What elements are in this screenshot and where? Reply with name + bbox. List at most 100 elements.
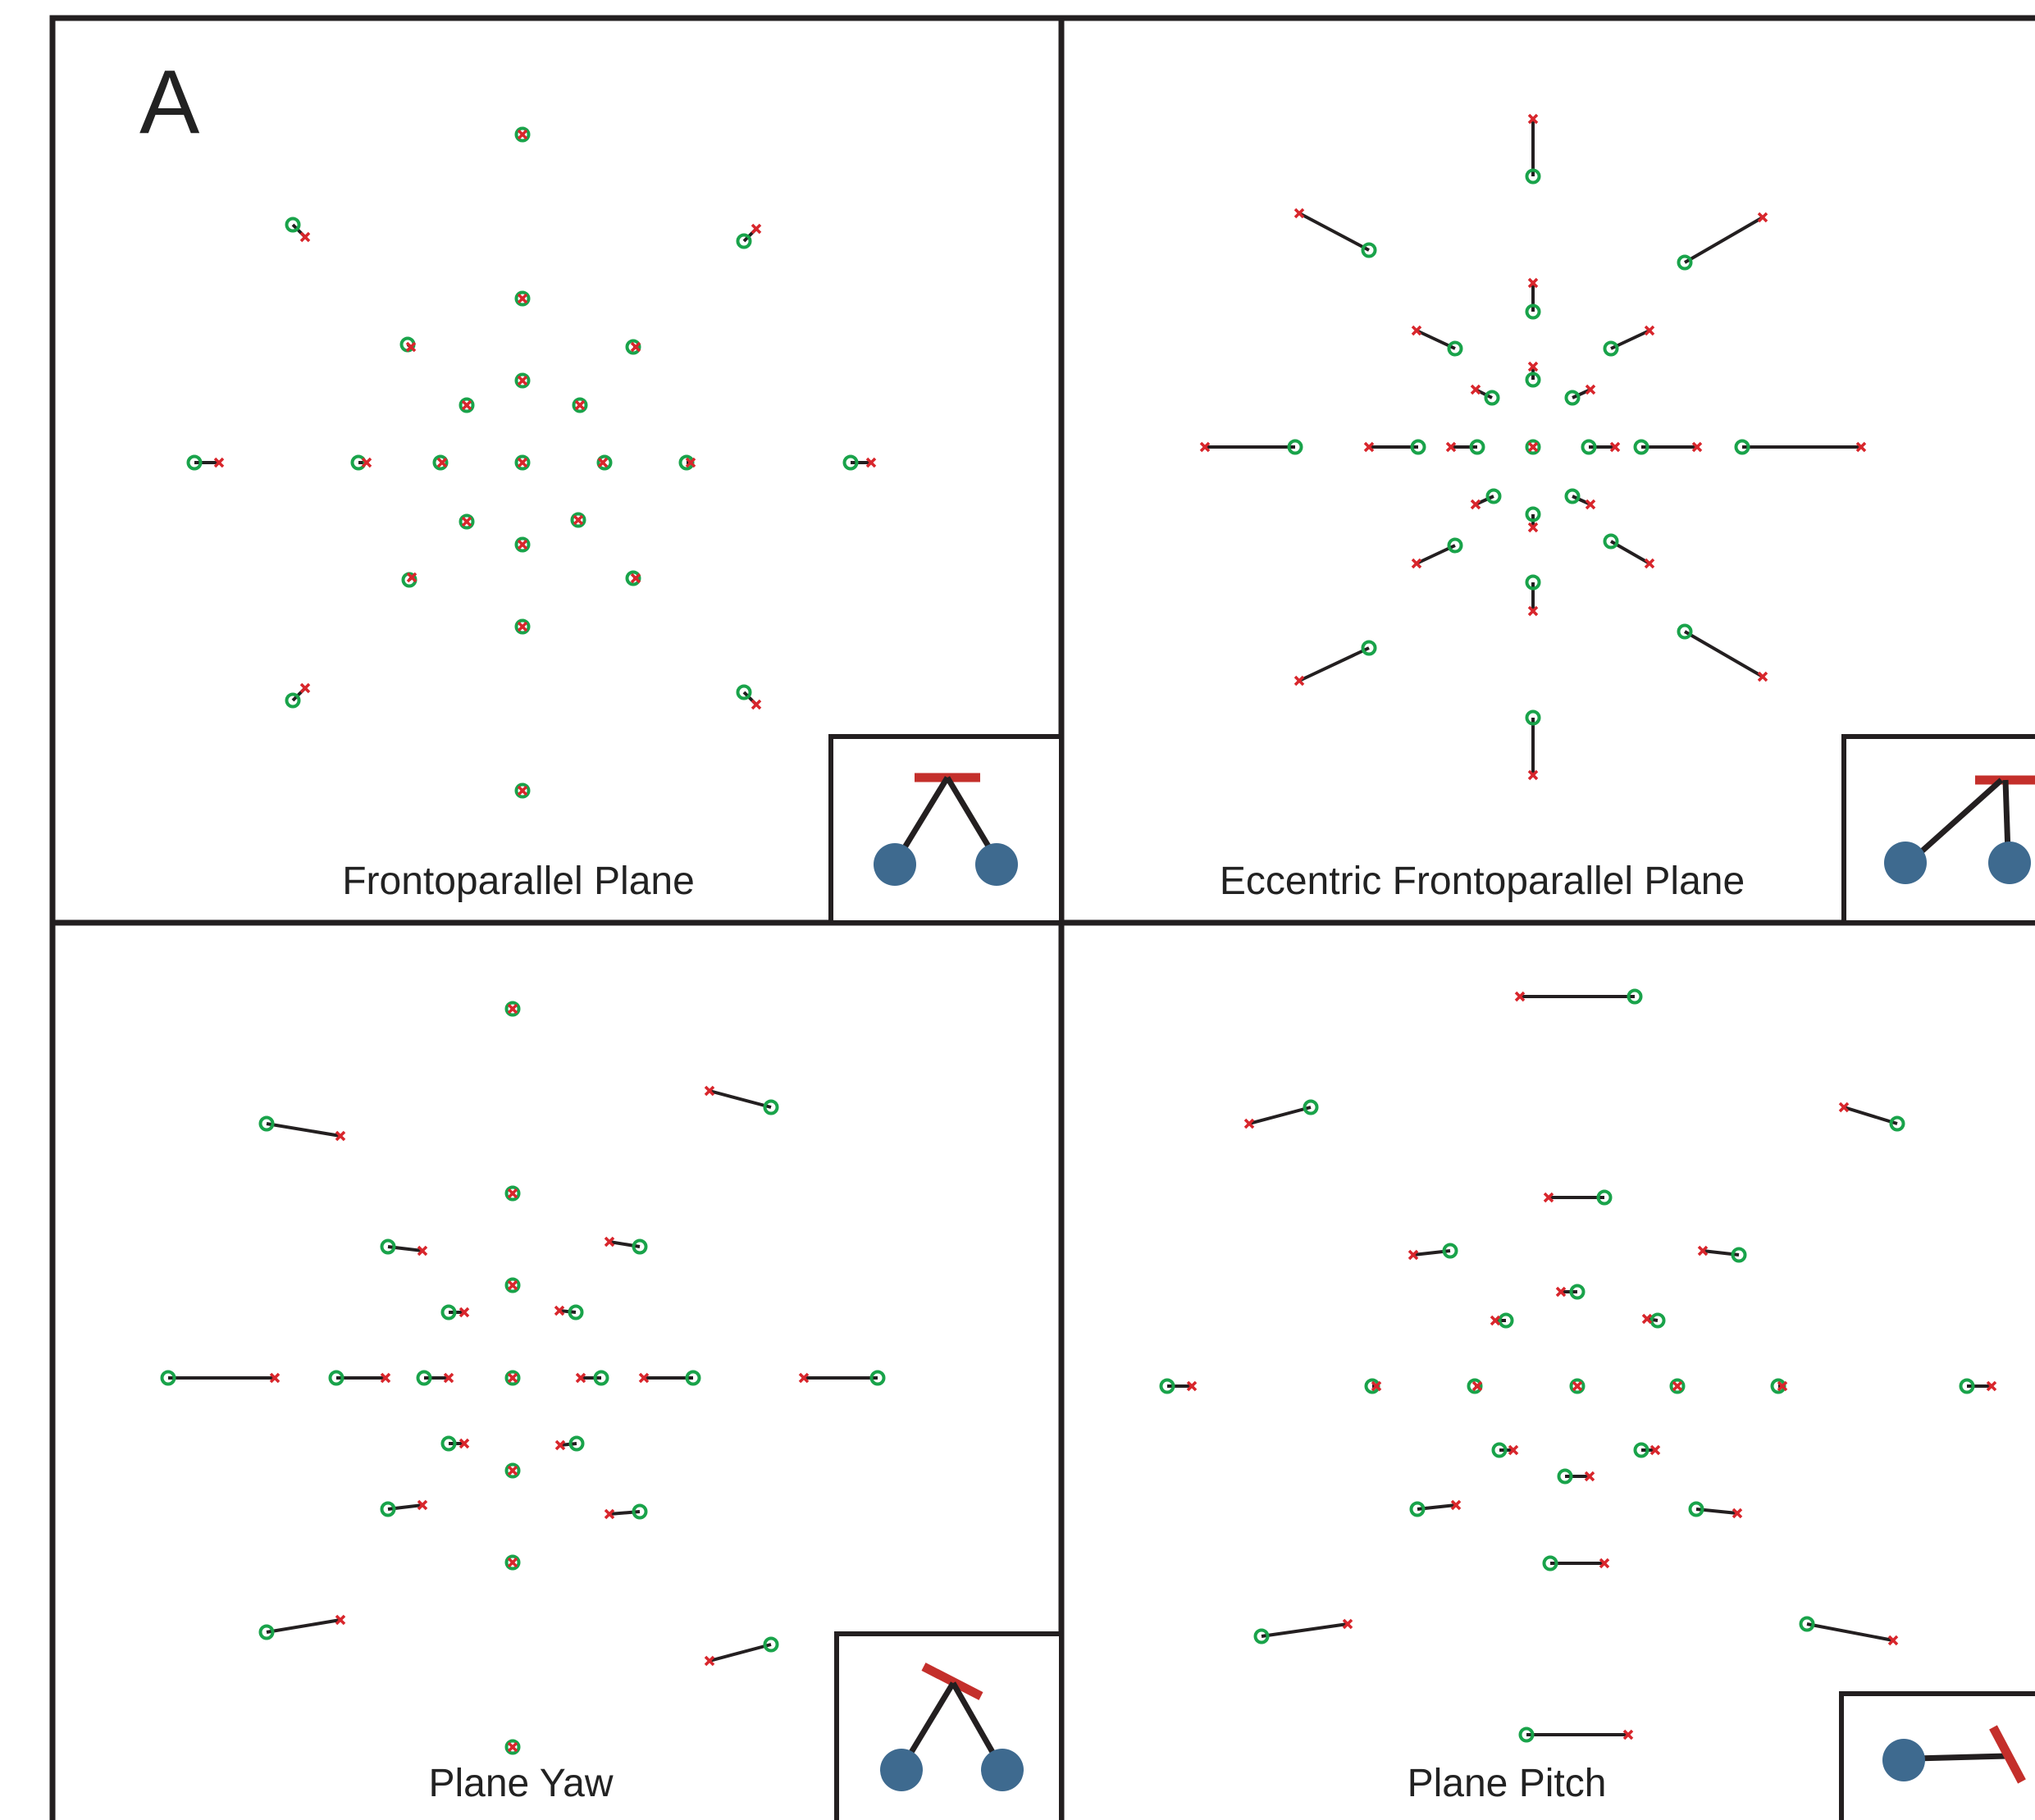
response-cross-marker — [459, 1307, 470, 1318]
response-cross-stroke — [406, 572, 417, 583]
response-cross-marker — [1599, 1558, 1610, 1569]
target-circle-marker — [514, 454, 531, 471]
panel-pitch-frame — [1058, 919, 2035, 1820]
response-cross-marker — [1527, 441, 1539, 453]
target-circle-marker — [258, 1624, 275, 1640]
target-circle-marker — [1498, 1312, 1514, 1329]
response-cross-stroke — [1199, 441, 1211, 453]
response-cross-marker — [507, 1279, 518, 1291]
response-cross-marker — [1527, 113, 1539, 125]
left-eye-icon — [874, 843, 916, 886]
target-circle-marker — [763, 1636, 779, 1653]
target-circle-marker — [1734, 439, 1750, 455]
response-cross-stroke — [1622, 1729, 1634, 1740]
response-cross-stroke — [361, 457, 372, 468]
response-cross-marker — [704, 1655, 715, 1667]
inset-pitch — [1839, 1691, 2035, 1820]
target-circle-marker — [632, 1503, 648, 1520]
target-circle-marker — [1799, 1616, 1815, 1632]
target-circle-marker — [1677, 254, 1693, 271]
inset-eccentric-box — [1841, 734, 2035, 925]
response-cross-marker — [461, 399, 472, 411]
inset-gaze-line — [1914, 1753, 2009, 1762]
error-line — [266, 1618, 341, 1634]
response-cross-marker — [630, 341, 641, 353]
response-cross-marker — [1527, 361, 1539, 372]
error-line — [709, 1089, 772, 1109]
target-circle-marker — [285, 217, 301, 233]
target-circle-marker — [1485, 488, 1502, 504]
response-cross-stroke — [1363, 441, 1375, 453]
target-circle-marker — [1364, 1378, 1380, 1394]
response-cross-stroke — [1527, 605, 1539, 617]
response-cross-stroke — [1527, 441, 1539, 453]
response-cross-stroke — [1371, 1380, 1382, 1392]
response-cross-stroke — [507, 1188, 518, 1199]
target-circle-marker — [1525, 574, 1541, 591]
response-cross-marker — [554, 1439, 566, 1451]
response-cross-marker — [335, 1614, 346, 1626]
response-cross-marker — [751, 223, 762, 235]
response-cross-marker — [1371, 1380, 1382, 1392]
response-cross-stroke — [638, 1372, 650, 1384]
response-cross-stroke — [1527, 113, 1539, 125]
error-line — [266, 1122, 341, 1138]
error-line — [1261, 1622, 1348, 1638]
response-cross-stroke — [1838, 1102, 1850, 1113]
target-circle-marker — [736, 233, 752, 249]
target-circle-marker — [514, 618, 531, 635]
target-circle-marker — [1303, 1099, 1319, 1115]
response-cross-stroke — [1342, 1618, 1353, 1630]
target-circle-marker — [1557, 1468, 1573, 1485]
response-cross-marker — [1644, 558, 1655, 569]
response-cross-marker — [517, 621, 528, 632]
response-cross-stroke — [554, 1439, 566, 1451]
response-cross-stroke — [1411, 558, 1422, 569]
response-cross-stroke — [1445, 441, 1457, 453]
response-cross-marker — [1199, 441, 1211, 453]
response-cross-marker — [517, 457, 528, 468]
target-circle-marker — [1649, 1312, 1666, 1329]
response-cross-marker — [443, 1372, 454, 1384]
response-cross-stroke — [1471, 1380, 1483, 1392]
target-circle-marker — [258, 1115, 275, 1132]
response-cross-stroke — [575, 1372, 586, 1384]
response-cross-stroke — [1543, 1192, 1554, 1203]
eye-icon — [1882, 1739, 1925, 1781]
target-circle-marker — [632, 1238, 648, 1255]
response-cross-stroke — [1887, 1635, 1899, 1646]
target-circle-marker — [459, 513, 475, 530]
response-cross-marker — [517, 129, 528, 140]
target-circle-marker — [504, 1554, 521, 1571]
target-circle-marker — [1287, 439, 1303, 455]
response-cross-marker — [685, 457, 696, 468]
response-cross-stroke — [507, 1003, 518, 1015]
response-cross-marker — [459, 1438, 470, 1449]
response-cross-marker — [1887, 1635, 1899, 1646]
target-circle-marker — [1469, 439, 1485, 455]
response-cross-stroke — [1490, 1315, 1501, 1326]
target-circle-marker — [1410, 439, 1426, 455]
response-cross-stroke — [1757, 671, 1768, 682]
response-cross-stroke — [1599, 1558, 1610, 1569]
error-line — [1683, 216, 1764, 264]
response-cross-stroke — [459, 1438, 470, 1449]
response-cross-marker — [361, 457, 372, 468]
response-cross-marker — [1555, 1286, 1567, 1298]
response-cross-stroke — [1649, 1444, 1661, 1456]
target-circle-marker — [514, 372, 531, 389]
inset-frontoparallel-box — [828, 734, 1064, 925]
response-cross-marker — [507, 1465, 518, 1476]
response-cross-stroke — [1757, 212, 1768, 223]
response-cross-stroke — [436, 457, 448, 468]
target-circle-marker — [504, 1462, 521, 1479]
response-cross-stroke — [213, 457, 225, 468]
target-circle-marker — [514, 126, 531, 143]
response-cross-stroke — [335, 1130, 346, 1142]
target-circle-marker — [1525, 168, 1541, 185]
response-cross-marker — [1514, 991, 1526, 1002]
target-circle-marker — [1542, 1555, 1558, 1571]
target-circle-marker — [678, 454, 695, 471]
response-cross-stroke — [1408, 1249, 1419, 1261]
